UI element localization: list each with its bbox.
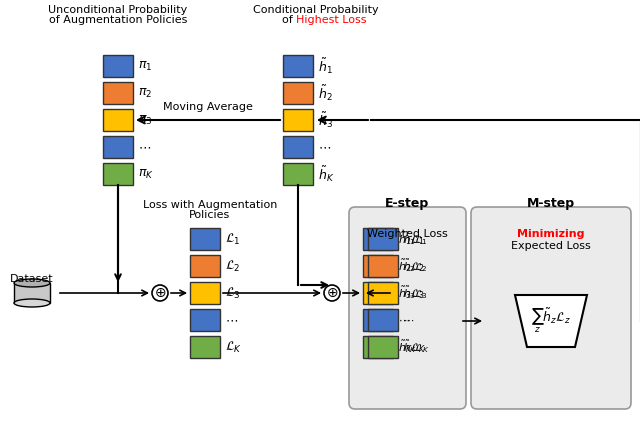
Text: $\pi_3$: $\pi_3$ [138, 113, 152, 126]
Text: $\cdots$: $\cdots$ [398, 315, 410, 325]
Bar [368, 309, 398, 331]
Ellipse shape [14, 299, 50, 307]
Text: $\oplus$: $\oplus$ [326, 286, 338, 300]
Bar [103, 136, 133, 158]
Bar [283, 136, 313, 158]
Text: Minimizing: Minimizing [517, 229, 585, 239]
Text: $\sum_{z}\tilde{h}_z\mathcal{L}_z$: $\sum_{z}\tilde{h}_z\mathcal{L}_z$ [531, 307, 571, 335]
Bar [283, 163, 313, 185]
Bar [363, 282, 393, 304]
Bar [190, 309, 220, 331]
Circle shape [324, 285, 340, 301]
Text: $\tilde{h}_K$: $\tilde{h}_K$ [318, 164, 334, 184]
Bar [190, 282, 220, 304]
Bar [363, 309, 393, 331]
Text: $\tilde{h}_K\mathcal{L}_K$: $\tilde{h}_K\mathcal{L}_K$ [398, 338, 426, 355]
Text: Conditional Probability: Conditional Probability [253, 5, 379, 15]
Bar [103, 163, 133, 185]
Text: of Augmentation Policies: of Augmentation Policies [49, 15, 187, 25]
Text: $\tilde{h}_2$: $\tilde{h}_2$ [318, 83, 333, 103]
Bar [363, 336, 393, 358]
Text: $\oplus$: $\oplus$ [154, 286, 166, 300]
Text: $\tilde{h}_3\mathcal{L}_3$: $\tilde{h}_3\mathcal{L}_3$ [403, 285, 428, 302]
Text: $\mathcal{L}_2$: $\mathcal{L}_2$ [225, 258, 241, 274]
Text: $\pi_K$: $\pi_K$ [138, 168, 154, 181]
Text: $\pi_1$: $\pi_1$ [138, 60, 152, 73]
Bar [368, 282, 398, 304]
Text: E-step: E-step [385, 197, 429, 210]
Bar [103, 55, 133, 77]
Text: Policies: Policies [189, 210, 230, 220]
Bar [190, 228, 220, 250]
FancyBboxPatch shape [471, 207, 631, 409]
Text: $\cdots$: $\cdots$ [225, 313, 238, 327]
Polygon shape [515, 295, 587, 347]
Text: Loss with Augmentation: Loss with Augmentation [143, 200, 277, 210]
Text: $\cdots$: $\cdots$ [138, 140, 151, 154]
FancyBboxPatch shape [349, 207, 466, 409]
Circle shape [152, 285, 168, 301]
Text: Expected Loss: Expected Loss [511, 241, 591, 251]
Text: $\tilde{h}_3\mathcal{L}_3$: $\tilde{h}_3\mathcal{L}_3$ [398, 285, 424, 302]
Text: of: of [282, 15, 296, 25]
Text: $\cdots$: $\cdots$ [403, 315, 414, 325]
Bar [368, 336, 398, 358]
Text: M-step: M-step [527, 197, 575, 210]
Text: $\tilde{h}_1\mathcal{L}_1$: $\tilde{h}_1\mathcal{L}_1$ [403, 231, 428, 247]
Bar [368, 228, 398, 250]
Bar [283, 82, 313, 104]
Text: $\mathcal{L}_3$: $\mathcal{L}_3$ [225, 286, 241, 301]
Bar [363, 228, 393, 250]
Bar [190, 255, 220, 277]
Text: Unconditional Probability: Unconditional Probability [49, 5, 188, 15]
Text: Weighted Loss: Weighted Loss [367, 229, 448, 239]
Bar [283, 55, 313, 77]
Text: $\tilde{h}_K\mathcal{L}_K$: $\tilde{h}_K\mathcal{L}_K$ [403, 338, 429, 355]
Text: $\tilde{h}_3$: $\tilde{h}_3$ [318, 110, 333, 130]
Text: $\tilde{h}_2\mathcal{L}_2$: $\tilde{h}_2\mathcal{L}_2$ [398, 258, 424, 275]
Text: Dataset: Dataset [10, 274, 54, 284]
Bar [14, 283, 50, 303]
Text: $\pi_2$: $\pi_2$ [138, 86, 152, 99]
Text: $\tilde{h}_1$: $\tilde{h}_1$ [318, 56, 333, 76]
Bar [283, 109, 313, 131]
Text: $\mathcal{L}_1$: $\mathcal{L}_1$ [225, 231, 241, 247]
Bar [103, 109, 133, 131]
Text: $\tilde{h}_1\mathcal{L}_1$: $\tilde{h}_1\mathcal{L}_1$ [398, 231, 424, 247]
Bar [368, 255, 398, 277]
Bar [190, 336, 220, 358]
Bar [363, 255, 393, 277]
Bar [103, 82, 133, 104]
Ellipse shape [14, 279, 50, 287]
Text: Highest Loss: Highest Loss [296, 15, 367, 25]
Text: Moving Average: Moving Average [163, 102, 253, 112]
Text: $\cdots$: $\cdots$ [318, 140, 331, 154]
Text: $\tilde{h}_2\mathcal{L}_2$: $\tilde{h}_2\mathcal{L}_2$ [403, 258, 428, 275]
Text: $\mathcal{L}_K$: $\mathcal{L}_K$ [225, 339, 242, 354]
